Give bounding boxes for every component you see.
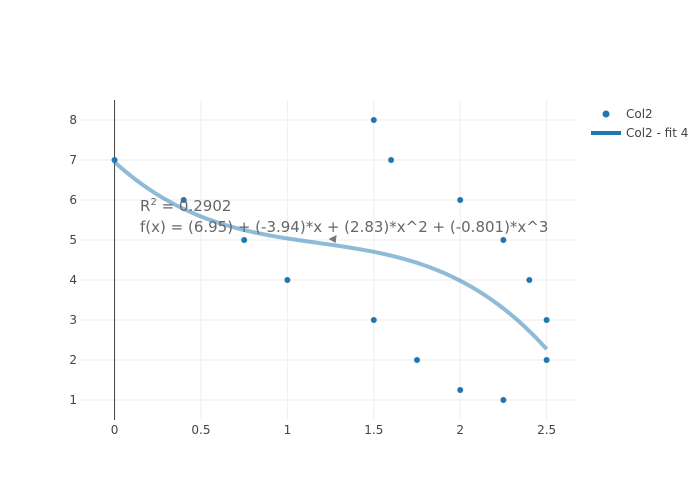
x-tick-label: 0: [111, 423, 119, 437]
legend-label-fit: Col2 - fit 4: [626, 126, 688, 140]
data-point[interactable]: [500, 237, 507, 243]
r-squared-label: R2 = 0.2902: [140, 197, 231, 215]
data-point[interactable]: [370, 317, 377, 323]
y-tick-label: 4: [69, 273, 77, 287]
data-point[interactable]: [180, 197, 187, 203]
y-tick-label: 2: [69, 353, 77, 367]
y-tick-label: 6: [69, 193, 77, 207]
fit-annotation: R2 = 0.2902 f(x) = (6.95) + (-3.94)*x + …: [140, 197, 548, 243]
y-tick-label: 5: [69, 233, 77, 247]
annotation-arrowhead: [328, 235, 337, 243]
data-point[interactable]: [543, 357, 550, 363]
x-tick-label: 0.5: [191, 423, 210, 437]
data-point[interactable]: [414, 357, 421, 363]
legend[interactable]: Col2 Col2 - fit 4: [591, 107, 688, 140]
data-point[interactable]: [543, 317, 550, 323]
data-point[interactable]: [457, 387, 464, 393]
data-point[interactable]: [241, 237, 248, 243]
data-point[interactable]: [388, 157, 395, 163]
data-point[interactable]: [500, 397, 507, 403]
fit-series: [113, 160, 549, 351]
x-tick-label: 1: [284, 423, 292, 437]
y-tick-label: 3: [69, 313, 77, 327]
data-point[interactable]: [370, 117, 377, 123]
y-tick-label: 8: [69, 113, 77, 127]
legend-label-col2: Col2: [626, 107, 653, 121]
scatter-series: [111, 117, 550, 403]
x-tick-label: 1.5: [364, 423, 383, 437]
data-point[interactable]: [111, 157, 118, 163]
fit-equation-label: f(x) = (6.95) + (-3.94)*x + (2.83)*x^2 +…: [140, 218, 548, 236]
data-point[interactable]: [457, 197, 464, 203]
data-point[interactable]: [284, 277, 291, 283]
legend-marker-col2: [602, 110, 610, 118]
fit-curve: [113, 160, 549, 351]
x-tick-label: 2: [456, 423, 464, 437]
x-tick-label: 2.5: [537, 423, 556, 437]
y-tick-label: 1: [69, 393, 77, 407]
y-tick-label: 7: [69, 153, 77, 167]
data-point[interactable]: [526, 277, 533, 283]
axes: 0 0.5 1 1.5 2 2.5 1 2 3 4 5 6 7 8: [69, 113, 556, 437]
